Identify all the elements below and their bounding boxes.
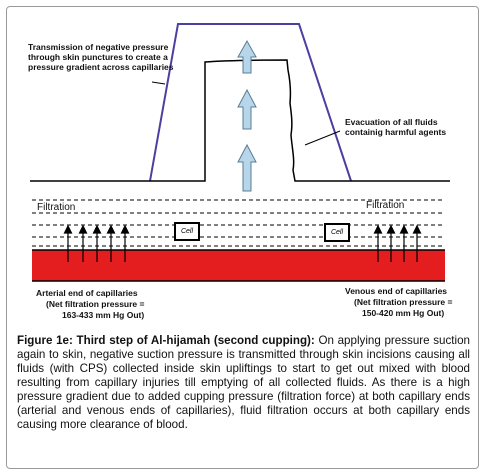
venous-pressure-line1: (Net filtration pressure = (354, 297, 453, 307)
pointer-line-right (304, 130, 341, 146)
arterial-title: Arterial end of capillaries (36, 288, 138, 298)
filtration-label-right: Filtration (366, 200, 405, 211)
filtration-arrows-left (63, 224, 130, 262)
suction-arrow-middle (237, 88, 257, 130)
cupping-cup (149, 23, 352, 182)
capillary-vessel (32, 250, 445, 281)
filtration-label-left: Filtration (37, 202, 76, 213)
cell-box-left: Cell (174, 222, 200, 241)
arterial-pressure-line2: 163-433 mm Hg Out) (62, 310, 145, 320)
venous-title: Venous end of capillaries (345, 286, 448, 296)
negative-pressure-label: Transmission of negative pressure throug… (28, 42, 174, 72)
cell-box-right: Cell (324, 223, 350, 242)
suction-arrow-top (237, 39, 257, 74)
caption-body: On applying pressure suction again to sk… (17, 334, 470, 431)
arterial-pressure-line1: (Net filtration pressure = (46, 299, 145, 309)
filtration-arrows-right (373, 224, 422, 262)
venous-pressure-line2: 150-420 mm Hg Out) (362, 308, 445, 318)
evacuation-label: Evacuation of all fluids containig harmf… (345, 117, 447, 137)
caption-title: Figure 1e: Third step of Al-hijamah (sec… (17, 334, 315, 347)
pointer-line-left (151, 81, 166, 85)
suction-arrow-bottom (237, 143, 257, 192)
figure-caption: Figure 1e: Third step of Al-hijamah (sec… (17, 334, 470, 432)
